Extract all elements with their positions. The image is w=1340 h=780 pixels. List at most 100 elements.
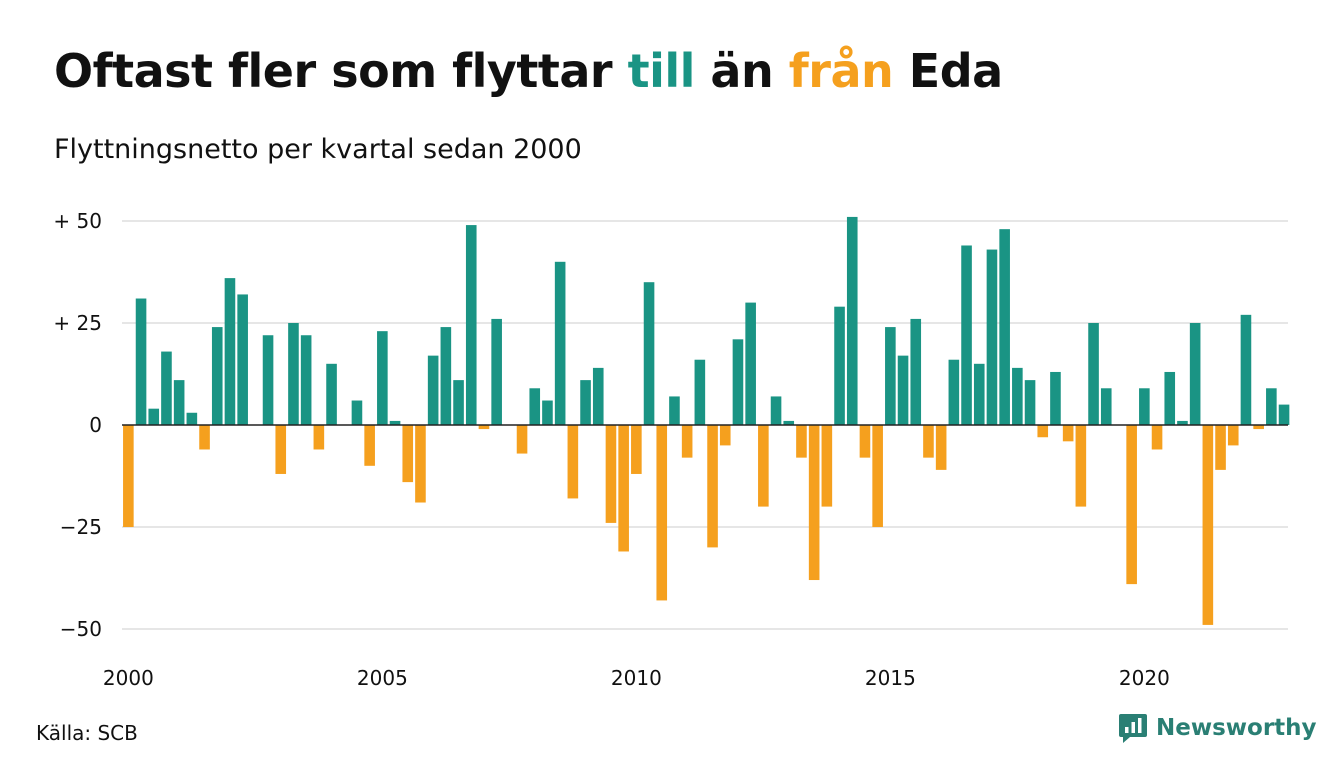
title-highlight-till: till xyxy=(627,44,696,98)
bar-negative xyxy=(123,425,134,527)
bar-negative xyxy=(199,425,210,450)
bar-positive xyxy=(783,420,795,425)
bar-negative xyxy=(707,425,718,548)
bar-positive xyxy=(694,359,706,425)
bar-positive xyxy=(1100,388,1112,425)
bar-negative xyxy=(872,425,883,527)
bar-positive xyxy=(897,355,909,425)
y-tick-label: −25 xyxy=(60,515,102,539)
bar-positive xyxy=(885,327,896,425)
title-part-1: Oftast fler som flyttar xyxy=(54,44,628,98)
chart-subtitle: Flyttningsnetto per kvartal sedan 2000 xyxy=(54,134,582,165)
chart-title: Oftast fler som flyttar till än från Eda xyxy=(54,44,1003,98)
bar-positive xyxy=(669,396,680,425)
bar-positive xyxy=(554,261,566,425)
y-tick-label: −50 xyxy=(60,617,102,641)
bar-positive xyxy=(1177,420,1188,425)
newsworthy-logo-icon xyxy=(1119,714,1147,743)
bar-positive xyxy=(745,302,756,425)
bar-positive xyxy=(173,380,185,425)
bar-positive xyxy=(262,335,274,425)
bar-positive xyxy=(1050,371,1061,425)
bar-negative xyxy=(681,425,693,458)
bar-positive xyxy=(910,318,922,425)
bar-chart: + 50 + 25 0 −25 −50 2000 2005 2010 2015 2020 xyxy=(53,209,1290,690)
bar-positive xyxy=(237,294,248,425)
bar-negative xyxy=(631,425,642,474)
bar-positive xyxy=(440,327,452,425)
bar-positive xyxy=(542,400,553,425)
bar-negative xyxy=(1037,425,1049,438)
bar-positive xyxy=(592,367,604,425)
bar-positive xyxy=(643,282,655,425)
bar-positive xyxy=(377,331,388,425)
bar-positive xyxy=(999,229,1010,425)
bar-negative xyxy=(719,425,731,446)
bar-negative xyxy=(656,425,668,601)
bar-negative xyxy=(567,425,579,499)
bar-positive xyxy=(1012,367,1023,425)
x-tick-label: 2010 xyxy=(611,666,662,690)
bar-negative xyxy=(313,425,325,450)
bar-positive xyxy=(186,412,198,425)
source-note: Källa: SCB xyxy=(36,721,138,745)
bar-positive xyxy=(1164,371,1176,425)
bar-positive xyxy=(351,400,363,425)
bar-negative xyxy=(859,425,871,458)
bar-positive xyxy=(961,245,972,425)
bar-positive xyxy=(288,323,299,425)
brand-logo: Newsworthy xyxy=(1118,712,1317,744)
title-part-3: Eda xyxy=(893,44,1003,98)
bar-negative xyxy=(923,425,934,458)
bar-negative xyxy=(275,425,287,474)
bar-positive xyxy=(300,335,312,425)
bar-negative xyxy=(402,425,414,483)
bar-positive xyxy=(948,359,960,425)
bar-positive xyxy=(148,408,160,425)
title-highlight-fran: från xyxy=(788,44,894,98)
bar-negative xyxy=(1075,425,1087,507)
bar-negative xyxy=(1151,425,1163,450)
bar-positive xyxy=(580,380,591,425)
brand-name: Newsworthy xyxy=(1156,715,1317,741)
bar-negative xyxy=(364,425,375,466)
bar-positive xyxy=(529,388,541,425)
bar-positive xyxy=(973,363,985,425)
y-tick-label: + 25 xyxy=(53,311,102,335)
y-tick-label: + 50 xyxy=(53,209,102,233)
bar-positive xyxy=(465,225,477,425)
bar-negative xyxy=(478,425,490,430)
bar-positive xyxy=(224,278,236,425)
x-tick-label: 2020 xyxy=(1119,666,1170,690)
bar-negative xyxy=(618,425,629,552)
x-tick-label: 2015 xyxy=(865,666,916,690)
x-tick-label: 2005 xyxy=(357,666,408,690)
bar-positive xyxy=(389,420,401,425)
bar-positive xyxy=(1189,323,1201,425)
bar-positive xyxy=(834,306,845,425)
bar-positive xyxy=(326,363,337,425)
bar-positive xyxy=(161,351,172,425)
bar-negative xyxy=(415,425,426,503)
bar-negative xyxy=(516,425,528,454)
bar-negative xyxy=(1202,425,1214,625)
bar-positive xyxy=(770,396,782,425)
bar-negative xyxy=(808,425,820,581)
bar-positive xyxy=(491,318,502,425)
bar-negative xyxy=(1227,425,1239,446)
bar-positive xyxy=(1240,314,1252,425)
bar-positive xyxy=(453,380,464,425)
bar-negative xyxy=(1062,425,1074,442)
bar-positive xyxy=(986,249,998,425)
bar-negative xyxy=(1215,425,1226,470)
bar-positive xyxy=(1024,380,1036,425)
bar-positive xyxy=(846,216,858,425)
y-tick-label: 0 xyxy=(89,413,102,437)
bar-positive xyxy=(1139,388,1150,425)
bar-positive xyxy=(1278,404,1290,425)
bar-negative xyxy=(935,425,947,470)
bar-negative xyxy=(1253,425,1264,430)
bar-positive xyxy=(1088,323,1099,425)
bar-positive xyxy=(1266,388,1277,425)
bar-positive xyxy=(732,339,744,425)
